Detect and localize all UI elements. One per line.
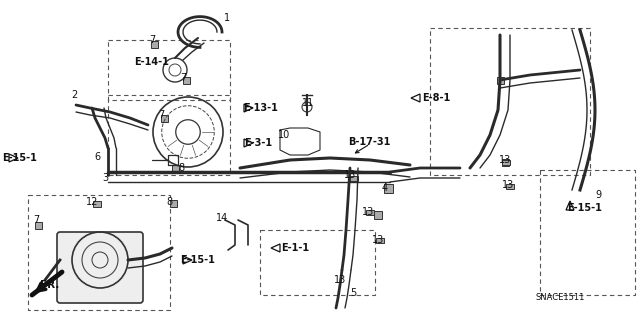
Text: 10: 10	[278, 130, 290, 140]
Text: 7: 7	[149, 35, 155, 45]
Bar	[506, 184, 514, 189]
Text: 2: 2	[71, 90, 77, 100]
Text: E-15-1: E-15-1	[3, 153, 37, 163]
Text: 8: 8	[178, 163, 184, 173]
Text: E-3-1: E-3-1	[244, 138, 272, 148]
Text: 3: 3	[102, 173, 108, 183]
Text: 14: 14	[216, 213, 228, 223]
Text: 13: 13	[372, 235, 384, 245]
Text: 9: 9	[595, 190, 601, 200]
Text: 8: 8	[166, 197, 172, 207]
Bar	[183, 77, 190, 84]
Bar	[93, 201, 101, 207]
Text: 4: 4	[382, 183, 388, 193]
Text: FR.: FR.	[40, 280, 60, 290]
Bar	[502, 160, 510, 165]
Bar	[350, 176, 358, 181]
Bar	[170, 200, 177, 207]
Text: E-13-1: E-13-1	[244, 103, 278, 113]
Text: 6: 6	[94, 152, 100, 162]
Text: 7: 7	[158, 110, 164, 120]
Bar	[502, 159, 509, 166]
Text: 13: 13	[502, 180, 514, 190]
Bar	[35, 222, 42, 229]
Bar	[366, 210, 374, 215]
Text: E-15-1: E-15-1	[180, 255, 216, 265]
Text: 1: 1	[224, 13, 230, 23]
Text: 12: 12	[86, 197, 98, 207]
Text: SNACE1511: SNACE1511	[535, 293, 585, 302]
Bar	[384, 184, 393, 193]
Text: E-15-1: E-15-1	[568, 203, 602, 213]
Text: 7: 7	[33, 215, 39, 225]
Bar	[374, 211, 382, 219]
Text: B-17-31: B-17-31	[348, 137, 390, 147]
Bar	[161, 115, 168, 122]
Text: 13: 13	[362, 207, 374, 217]
FancyBboxPatch shape	[57, 232, 143, 303]
Text: 7: 7	[180, 73, 186, 83]
Text: 13: 13	[334, 275, 346, 285]
Text: 11: 11	[302, 98, 314, 108]
Bar	[497, 77, 504, 84]
Text: 13: 13	[499, 155, 511, 165]
Text: E-14-1: E-14-1	[134, 57, 170, 67]
Text: E-1-1: E-1-1	[281, 243, 309, 253]
Bar	[172, 165, 179, 172]
Text: E-8-1: E-8-1	[422, 93, 450, 103]
Text: 13: 13	[344, 170, 356, 180]
Text: 5: 5	[350, 288, 356, 298]
Bar	[151, 41, 158, 48]
Bar	[376, 238, 384, 243]
